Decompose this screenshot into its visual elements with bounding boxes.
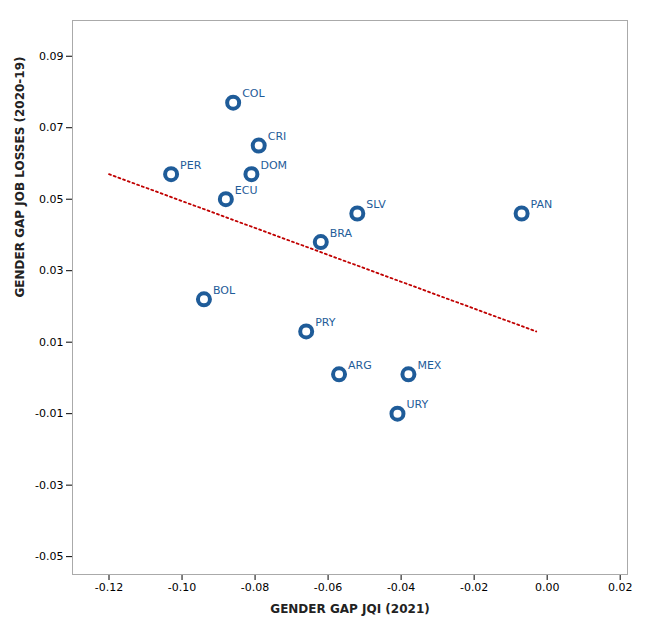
- svg-text:0.05: 0.05: [39, 193, 64, 206]
- svg-text:0.07: 0.07: [39, 121, 64, 134]
- svg-text:PAN: PAN: [531, 198, 553, 211]
- svg-text:0.02: 0.02: [608, 581, 633, 594]
- svg-text:-0.03: -0.03: [35, 479, 63, 492]
- svg-text:SLV: SLV: [366, 198, 386, 211]
- svg-text:BRA: BRA: [330, 227, 353, 240]
- svg-text:DOM: DOM: [260, 159, 287, 172]
- svg-text:-0.12: -0.12: [95, 581, 123, 594]
- svg-text:BOL: BOL: [213, 284, 236, 297]
- svg-text:PER: PER: [180, 159, 202, 172]
- svg-text:URY: URY: [406, 398, 428, 411]
- svg-text:0.01: 0.01: [39, 336, 64, 349]
- svg-text:GENDER GAP JOB LOSSES (2020-19: GENDER GAP JOB LOSSES (2020-19): [13, 57, 27, 298]
- svg-text:PRY: PRY: [315, 316, 336, 329]
- svg-text:COL: COL: [242, 87, 265, 100]
- svg-text:MEX: MEX: [417, 359, 441, 372]
- svg-text:GENDER GAP JQI (2021): GENDER GAP JQI (2021): [270, 602, 429, 616]
- svg-text:0.03: 0.03: [39, 264, 64, 277]
- svg-text:0.00: 0.00: [535, 581, 560, 594]
- svg-text:-0.06: -0.06: [314, 581, 342, 594]
- svg-text:-0.04: -0.04: [387, 581, 415, 594]
- svg-text:0.09: 0.09: [39, 50, 64, 63]
- svg-text:CRI: CRI: [268, 130, 287, 143]
- svg-text:-0.05: -0.05: [35, 550, 63, 563]
- svg-text:-0.02: -0.02: [460, 581, 488, 594]
- svg-text:ECU: ECU: [235, 184, 258, 197]
- svg-text:-0.10: -0.10: [168, 581, 196, 594]
- svg-text:-0.08: -0.08: [241, 581, 269, 594]
- svg-text:-0.01: -0.01: [35, 407, 63, 420]
- svg-text:ARG: ARG: [348, 359, 372, 372]
